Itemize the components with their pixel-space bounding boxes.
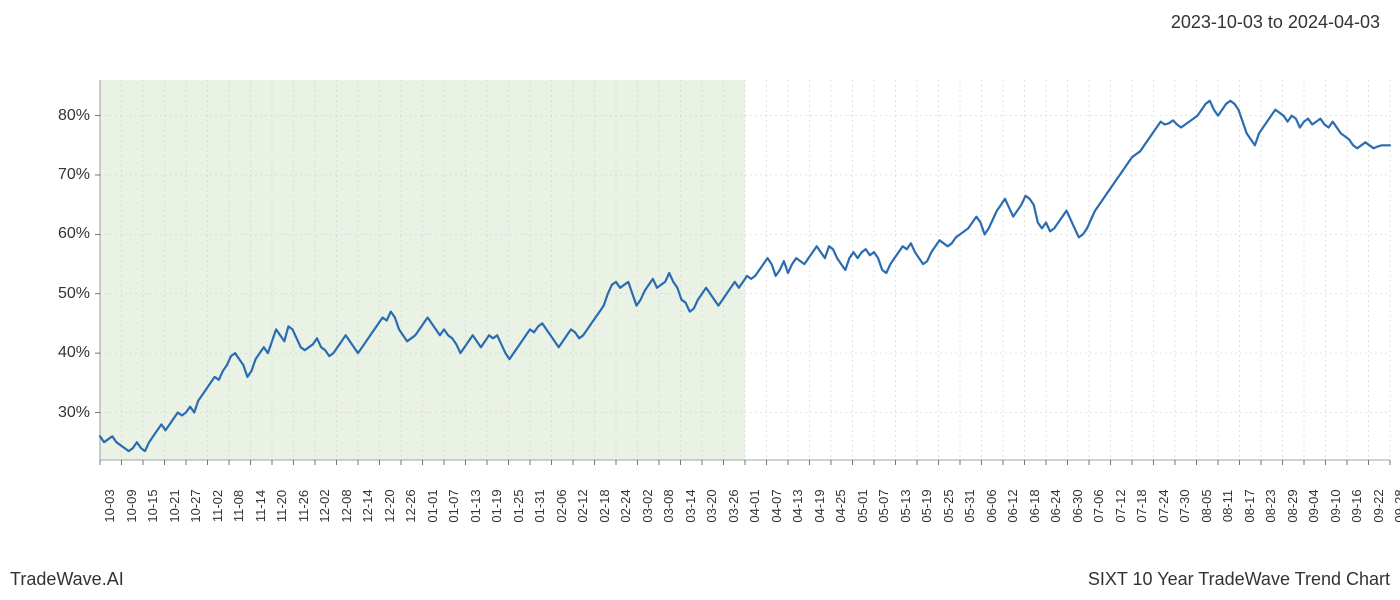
y-tick-label: 70%	[30, 166, 90, 184]
x-tick-label: 07-18	[1130, 489, 1149, 522]
brand-label: TradeWave.AI	[10, 569, 124, 590]
x-tick-label: 09-10	[1324, 489, 1343, 522]
x-tick-label: 04-19	[808, 489, 827, 522]
x-tick-label: 10-09	[120, 489, 139, 522]
x-tick-label: 11-08	[227, 490, 246, 522]
x-tick-label: 05-31	[958, 489, 977, 522]
y-tick-label: 30%	[30, 404, 90, 422]
x-tick-label: 12-02	[313, 489, 332, 522]
x-tick-label: 12-14	[356, 489, 375, 522]
x-tick-label: 10-21	[163, 489, 182, 522]
x-tick-label: 10-03	[98, 489, 117, 522]
x-tick-label: 08-11	[1216, 490, 1235, 522]
x-tick-label: 05-01	[851, 489, 870, 522]
x-tick-label: 11-02	[206, 490, 225, 522]
trend-chart	[0, 50, 1400, 550]
x-tick-label: 02-06	[550, 489, 569, 522]
x-tick-label: 05-19	[915, 489, 934, 522]
x-tick-label: 08-23	[1259, 489, 1278, 522]
x-tick-label: 11-14	[249, 490, 268, 522]
x-tick-label: 04-13	[786, 489, 805, 522]
x-tick-label: 03-08	[657, 489, 676, 522]
x-tick-label: 04-25	[829, 489, 848, 522]
x-tick-label: 06-06	[980, 489, 999, 522]
x-tick-label: 05-13	[894, 489, 913, 522]
x-tick-label: 09-28	[1388, 489, 1400, 522]
x-tick-label: 09-16	[1345, 489, 1364, 522]
x-tick-label: 05-07	[872, 489, 891, 522]
x-tick-label: 06-18	[1023, 489, 1042, 522]
x-tick-label: 11-26	[292, 490, 311, 522]
x-tick-label: 06-30	[1066, 489, 1085, 522]
y-tick-label: 80%	[30, 107, 90, 125]
x-tick-label: 06-24	[1044, 489, 1063, 522]
x-tick-label: 10-15	[141, 489, 160, 522]
x-tick-label: 04-07	[765, 489, 784, 522]
chart-container: 30%40%50%60%70%80% 10-0310-0910-1510-211…	[0, 50, 1400, 550]
x-tick-label: 01-01	[421, 489, 440, 522]
date-range-label: 2023-10-03 to 2024-04-03	[1171, 12, 1380, 33]
x-tick-label: 07-30	[1173, 489, 1192, 522]
x-tick-label: 09-04	[1302, 489, 1321, 522]
x-tick-label: 02-12	[571, 489, 590, 522]
x-tick-label: 05-25	[937, 489, 956, 522]
y-tick-label: 40%	[30, 344, 90, 362]
x-tick-label: 04-01	[743, 489, 762, 522]
x-tick-label: 07-12	[1109, 489, 1128, 522]
x-tick-label: 12-26	[399, 489, 418, 522]
x-tick-label: 01-07	[442, 489, 461, 522]
x-tick-label: 03-26	[722, 489, 741, 522]
x-tick-label: 01-25	[507, 489, 526, 522]
x-tick-label: 01-31	[528, 489, 547, 522]
x-tick-label: 02-24	[614, 489, 633, 522]
x-tick-label: 06-12	[1001, 489, 1020, 522]
y-tick-label: 50%	[30, 285, 90, 303]
x-tick-label: 08-29	[1281, 489, 1300, 522]
x-tick-label: 11-20	[270, 490, 289, 522]
chart-title: SIXT 10 Year TradeWave Trend Chart	[1088, 569, 1390, 590]
x-tick-label: 10-27	[184, 489, 203, 522]
x-tick-label: 12-08	[335, 489, 354, 522]
x-tick-label: 12-20	[378, 489, 397, 522]
x-tick-label: 01-13	[464, 489, 483, 522]
x-tick-label: 08-17	[1238, 489, 1257, 522]
x-tick-label: 03-14	[679, 489, 698, 522]
x-tick-label: 07-24	[1152, 489, 1171, 522]
x-tick-label: 09-22	[1367, 489, 1386, 522]
x-tick-label: 02-18	[593, 489, 612, 522]
x-tick-label: 03-02	[636, 489, 655, 522]
x-tick-label: 03-20	[700, 489, 719, 522]
y-tick-label: 60%	[30, 225, 90, 243]
x-tick-label: 08-05	[1195, 489, 1214, 522]
x-tick-label: 07-06	[1087, 489, 1106, 522]
x-tick-label: 01-19	[485, 489, 504, 522]
